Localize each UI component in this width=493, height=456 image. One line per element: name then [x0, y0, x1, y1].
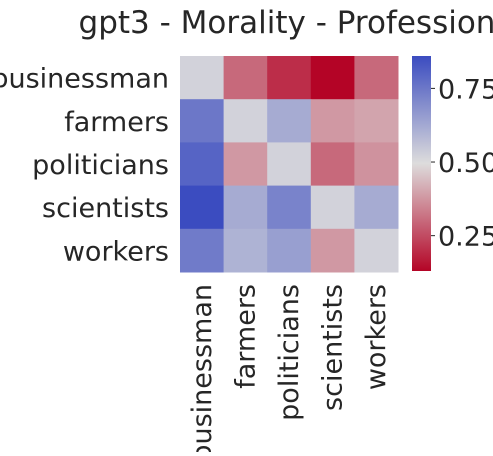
row-label-scientists: scientists [42, 193, 169, 224]
colorbar-ticks: 0.25 0.50 0.75 [431, 74, 493, 253]
colorbar-tick-label: 0.50 [438, 148, 493, 179]
colorbar-tick-label: 0.75 [438, 74, 493, 105]
heatmap-cell-scientists-workers [354, 185, 399, 230]
row-label-businessman: businessman [0, 64, 169, 95]
heatmap-cell-scientists-politicians [267, 185, 312, 230]
heatmap-cell-farmers-scientists [310, 99, 355, 143]
column-label-businessman: businessman [187, 284, 218, 452]
chart-title: gpt3 - Morality - Profession [79, 5, 493, 41]
column-label-farmers: farmers [230, 284, 261, 389]
column-label-scientists: scientists [318, 284, 349, 411]
heatmap-cell-workers-farmers [223, 228, 268, 273]
row-label-workers: workers [63, 236, 169, 267]
row-labels: businessman farmers politicians scientists w… [0, 64, 169, 268]
heatmap-cell-workers-businessman [180, 228, 225, 273]
heatmap-cell-farmers-farmers [223, 99, 268, 143]
heatmap-cells [180, 56, 399, 273]
heatmap-cell-farmers-businessman [180, 99, 225, 143]
column-label-workers: workers [361, 284, 392, 390]
row-label-farmers: farmers [64, 107, 169, 138]
heatmap-cell-scientists-businessman [180, 185, 225, 230]
column-labels: businessman farmers politicians scientists w… [187, 284, 392, 456]
colorbar-tick-label: 0.25 [438, 222, 493, 253]
heatmap-cell-workers-workers [354, 228, 399, 273]
heatmap-cell-politicians-farmers [223, 142, 268, 187]
heatmap-cell-farmers-workers [354, 99, 399, 143]
heatmap-cell-politicians-businessman [180, 142, 225, 187]
heatmap-cell-businessman-businessman [180, 56, 225, 100]
heatmap-cell-businessman-workers [354, 56, 399, 100]
colorbar [412, 56, 431, 271]
heatmap-cell-workers-politicians [267, 228, 312, 273]
heatmap-cell-workers-scientists [310, 228, 355, 273]
heatmap-cell-politicians-workers [354, 142, 399, 187]
heatmap-cell-farmers-politicians [267, 99, 312, 143]
column-label-politicians: politicians [274, 284, 305, 421]
heatmap-cell-politicians-politicians [267, 142, 312, 187]
row-label-politicians: politicians [32, 150, 169, 181]
heatmap-cell-scientists-farmers [223, 185, 268, 230]
heatmap-cell-politicians-scientists [310, 142, 355, 187]
heatmap-cell-businessman-farmers [223, 56, 268, 100]
heatmap-cell-businessman-scientists [310, 56, 355, 100]
heatmap-cell-scientists-scientists [310, 185, 355, 230]
heatmap-cell-businessman-politicians [267, 56, 312, 100]
